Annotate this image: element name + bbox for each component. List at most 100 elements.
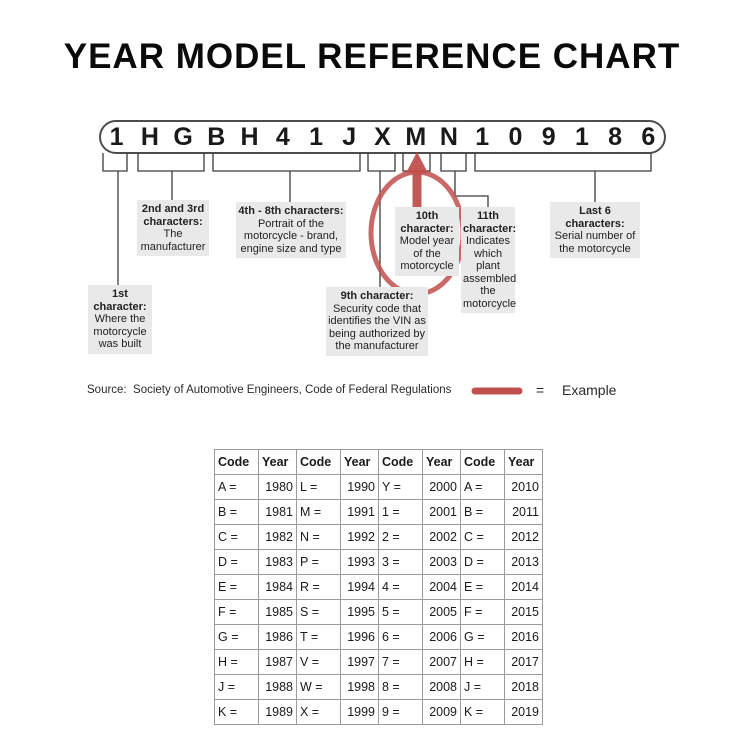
code-cell: 6 = <box>378 624 423 650</box>
year-cell: 1983 <box>258 549 297 575</box>
code-cell: X = <box>296 699 341 725</box>
table-header-row: Code Year Code Year Code Year Code Year <box>214 449 543 475</box>
table-row: B = 1981 M = 1991 1 = 2001 B = 2011 <box>214 499 543 525</box>
code-cell: B = <box>460 499 505 525</box>
table-row: E = 1984 R = 1994 4 = 2004 E = 2014 <box>214 574 543 600</box>
code-cell: J = <box>214 674 259 700</box>
year-cell: 2005 <box>422 599 461 625</box>
code-cell: R = <box>296 574 341 600</box>
year-cell: 1990 <box>340 474 379 500</box>
code-cell: J = <box>460 674 505 700</box>
year-cell: 2013 <box>504 549 543 575</box>
callout-10th-character: 10th character: Model year of the motorc… <box>395 207 459 276</box>
bracket-last6 <box>474 153 652 172</box>
code-cell: H = <box>214 649 259 675</box>
column-header: Year <box>422 449 461 475</box>
year-cell: 2007 <box>422 649 461 675</box>
year-cell: 2003 <box>422 549 461 575</box>
year-cell: 2014 <box>504 574 543 600</box>
code-cell: C = <box>460 524 505 550</box>
vin-character: 1 <box>475 123 490 151</box>
callout-description: Where the motorcycle was built <box>93 313 147 350</box>
column-header: Code <box>296 449 341 475</box>
code-cell: 9 = <box>378 699 423 725</box>
callout-2nd-3rd-characters: 2nd and 3rd characters: The manufacturer <box>137 200 209 256</box>
year-cell: 2017 <box>504 649 543 675</box>
connector-11th <box>454 171 489 207</box>
column-header: Year <box>258 449 297 475</box>
code-cell: F = <box>214 599 259 625</box>
table-row: A = 1980 L = 1990 Y = 2000 A = 2010 <box>214 474 543 500</box>
code-cell: 1 = <box>378 499 423 525</box>
table-row: G = 1986 T = 1996 6 = 2006 G = 2016 <box>214 624 543 650</box>
code-cell: 5 = <box>378 599 423 625</box>
vin-character: 8 <box>608 123 623 151</box>
bracket-2nd-3rd <box>137 153 205 172</box>
code-cell: M = <box>296 499 341 525</box>
year-cell: 2019 <box>504 699 543 725</box>
vin-character: 1 <box>109 123 124 151</box>
vin-character: H <box>240 123 259 151</box>
callout-description: Model year of the motorcycle <box>399 235 455 272</box>
source-text: Source: Society of Automotive Engineers,… <box>87 384 452 396</box>
year-cell: 1988 <box>258 674 297 700</box>
vin-character: 1 <box>309 123 323 151</box>
year-cell: 1993 <box>340 549 379 575</box>
year-cell: 2011 <box>504 499 543 525</box>
vin-character: X <box>374 123 391 151</box>
code-cell: K = <box>460 699 505 725</box>
year-cell: 1986 <box>258 624 297 650</box>
year-cell: 1987 <box>258 649 297 675</box>
table-header: Code Year Code Year Code Year Code Year <box>214 449 543 475</box>
table-body: A = 1980 L = 1990 Y = 2000 A = 2010 B = 1981 M = 19… <box>214 474 543 725</box>
year-cell: 2002 <box>422 524 461 550</box>
year-code-table-container: Code Year Code Year Code Year Code Year A = 1980… <box>214 449 543 725</box>
table-row: H = 1987 V = 1997 7 = 2007 H = 2017 <box>214 649 543 675</box>
year-cell: 1984 <box>258 574 297 600</box>
table-row: F = 1985 S = 1995 5 = 2005 F = 2015 <box>214 599 543 625</box>
code-cell: D = <box>460 549 505 575</box>
year-cell: 1997 <box>340 649 379 675</box>
year-cell: 2015 <box>504 599 543 625</box>
vin-character: J <box>342 123 357 151</box>
vin-character: 0 <box>508 123 523 151</box>
code-cell: F = <box>460 599 505 625</box>
year-cell: 1995 <box>340 599 379 625</box>
code-cell: H = <box>460 649 505 675</box>
legend-example-label: Example <box>562 382 617 398</box>
code-cell: 2 = <box>378 524 423 550</box>
column-header: Code <box>378 449 423 475</box>
bracket-11th <box>440 153 467 172</box>
year-cell: 1998 <box>340 674 379 700</box>
year-cell: 1985 <box>258 599 297 625</box>
callout-title: 1st character: <box>93 288 147 313</box>
legend-equals-sign: = <box>536 382 545 398</box>
year-cell: 2008 <box>422 674 461 700</box>
callout-last-6-characters: Last 6 characters: Serial number of the … <box>550 202 640 258</box>
callout-description: Portrait of the motorcycle - brand, engi… <box>240 217 342 255</box>
vin-character: B <box>207 123 226 151</box>
code-cell: 4 = <box>378 574 423 600</box>
callout-title: 10th character: <box>400 210 454 235</box>
table-row: K = 1989 X = 1999 9 = 2009 K = 2019 <box>214 699 543 725</box>
callout-title: 11th character: <box>463 210 517 235</box>
code-cell: P = <box>296 549 341 575</box>
bracket-4th-8th <box>212 153 361 172</box>
vin-character: G <box>173 123 193 151</box>
vin-box-outline <box>99 120 666 154</box>
bracket-1st <box>102 153 128 172</box>
bracket-lines <box>102 153 652 287</box>
year-cell: 1980 <box>258 474 297 500</box>
bracket-9th <box>367 153 396 172</box>
code-cell: G = <box>460 624 505 650</box>
code-cell: S = <box>296 599 341 625</box>
year-cell: 1996 <box>340 624 379 650</box>
code-cell: E = <box>214 574 259 600</box>
table-row: C = 1982 N = 1992 2 = 2002 C = 2012 <box>214 524 543 550</box>
year-cell: 1989 <box>258 699 297 725</box>
year-cell: 2004 <box>422 574 461 600</box>
year-cell: 2009 <box>422 699 461 725</box>
code-cell: G = <box>214 624 259 650</box>
